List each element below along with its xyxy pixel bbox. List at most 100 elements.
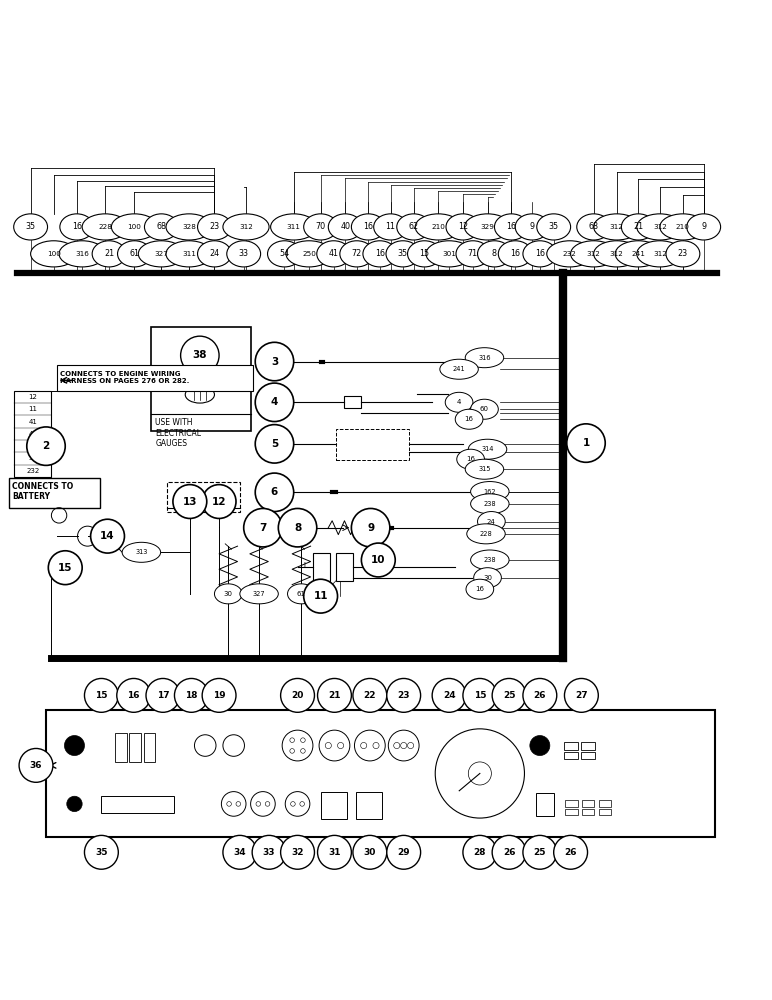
Text: 8: 8 bbox=[294, 523, 301, 533]
Ellipse shape bbox=[144, 214, 178, 240]
Bar bbox=[115, 733, 127, 762]
Text: 18: 18 bbox=[185, 691, 198, 700]
Ellipse shape bbox=[415, 214, 462, 240]
Text: 311: 311 bbox=[182, 251, 196, 257]
Circle shape bbox=[554, 835, 587, 869]
Circle shape bbox=[463, 835, 496, 869]
Ellipse shape bbox=[621, 214, 655, 240]
Text: 35: 35 bbox=[25, 222, 36, 231]
Text: 26: 26 bbox=[564, 848, 577, 857]
Text: 16: 16 bbox=[364, 222, 374, 231]
Ellipse shape bbox=[138, 241, 185, 267]
Bar bbox=[320, 792, 347, 819]
Text: 7: 7 bbox=[259, 523, 266, 533]
Text: 61: 61 bbox=[130, 249, 140, 258]
Text: 33: 33 bbox=[239, 249, 249, 258]
Bar bbox=[151, 327, 252, 431]
Text: 15: 15 bbox=[473, 691, 486, 700]
Text: 21: 21 bbox=[328, 691, 340, 700]
Text: 316: 316 bbox=[478, 355, 491, 361]
Text: 15: 15 bbox=[419, 249, 429, 258]
Circle shape bbox=[256, 473, 293, 512]
Ellipse shape bbox=[166, 241, 212, 267]
Ellipse shape bbox=[374, 214, 408, 240]
Text: J: J bbox=[303, 562, 306, 568]
Text: 71: 71 bbox=[468, 249, 478, 258]
Ellipse shape bbox=[198, 241, 232, 267]
Circle shape bbox=[353, 678, 387, 712]
Text: 30: 30 bbox=[224, 591, 233, 597]
Bar bbox=[581, 742, 595, 750]
Ellipse shape bbox=[515, 214, 549, 240]
Text: 9: 9 bbox=[530, 222, 535, 231]
Bar bbox=[144, 733, 155, 762]
Text: 162: 162 bbox=[483, 489, 496, 495]
Text: 25: 25 bbox=[533, 848, 546, 857]
Text: 312: 312 bbox=[610, 224, 624, 230]
Text: 24: 24 bbox=[487, 519, 496, 525]
Text: 60: 60 bbox=[480, 406, 489, 412]
Text: 9: 9 bbox=[701, 222, 706, 231]
Text: 29: 29 bbox=[398, 848, 410, 857]
Bar bbox=[129, 733, 141, 762]
Ellipse shape bbox=[571, 241, 617, 267]
Ellipse shape bbox=[363, 241, 397, 267]
Text: 238: 238 bbox=[483, 557, 496, 563]
Ellipse shape bbox=[478, 512, 505, 532]
Ellipse shape bbox=[467, 524, 505, 544]
Text: 30: 30 bbox=[483, 575, 492, 581]
Circle shape bbox=[173, 485, 207, 518]
Ellipse shape bbox=[455, 409, 483, 429]
Ellipse shape bbox=[287, 584, 315, 604]
Ellipse shape bbox=[351, 214, 385, 240]
Text: 41: 41 bbox=[29, 419, 37, 425]
Text: 8: 8 bbox=[492, 249, 497, 258]
Circle shape bbox=[361, 543, 395, 577]
Text: 23: 23 bbox=[398, 691, 410, 700]
Text: 26: 26 bbox=[503, 848, 516, 857]
Circle shape bbox=[387, 678, 421, 712]
Text: 16: 16 bbox=[127, 691, 140, 700]
Bar bbox=[599, 800, 611, 807]
Ellipse shape bbox=[440, 359, 479, 379]
Text: 314: 314 bbox=[481, 446, 494, 452]
Text: 100: 100 bbox=[47, 251, 61, 257]
Circle shape bbox=[256, 425, 293, 463]
Text: 312: 312 bbox=[239, 224, 253, 230]
Text: CONNECTS TO ENGINE WIRING
HARNESS ON PAGES 276 OR 282.: CONNECTS TO ENGINE WIRING HARNESS ON PAG… bbox=[60, 371, 189, 384]
Ellipse shape bbox=[117, 241, 151, 267]
Ellipse shape bbox=[471, 550, 509, 570]
Ellipse shape bbox=[317, 241, 350, 267]
Circle shape bbox=[117, 678, 151, 712]
Circle shape bbox=[256, 342, 293, 381]
Text: 36: 36 bbox=[30, 761, 42, 770]
Ellipse shape bbox=[466, 459, 503, 479]
Text: 40: 40 bbox=[340, 222, 350, 231]
Bar bbox=[57, 365, 253, 391]
Text: 14: 14 bbox=[100, 531, 115, 541]
Circle shape bbox=[27, 427, 66, 465]
Ellipse shape bbox=[474, 568, 501, 588]
Text: 19: 19 bbox=[213, 691, 225, 700]
Text: 313: 313 bbox=[135, 549, 147, 555]
Circle shape bbox=[567, 424, 605, 462]
Text: 315: 315 bbox=[478, 466, 491, 472]
Text: 24: 24 bbox=[443, 691, 455, 700]
Circle shape bbox=[463, 678, 496, 712]
Text: 35: 35 bbox=[549, 222, 559, 231]
Ellipse shape bbox=[82, 214, 128, 240]
Text: 210: 210 bbox=[676, 224, 690, 230]
Text: 315: 315 bbox=[26, 443, 39, 449]
Ellipse shape bbox=[111, 214, 157, 240]
Circle shape bbox=[530, 736, 550, 756]
Ellipse shape bbox=[445, 392, 473, 412]
Text: 329: 329 bbox=[481, 224, 495, 230]
Text: 16: 16 bbox=[465, 416, 473, 422]
Bar bbox=[336, 553, 353, 581]
Text: 311: 311 bbox=[286, 224, 300, 230]
Ellipse shape bbox=[660, 214, 706, 240]
Bar bbox=[167, 482, 240, 512]
Circle shape bbox=[279, 508, 317, 547]
Circle shape bbox=[19, 748, 53, 782]
Text: 328: 328 bbox=[182, 224, 196, 230]
